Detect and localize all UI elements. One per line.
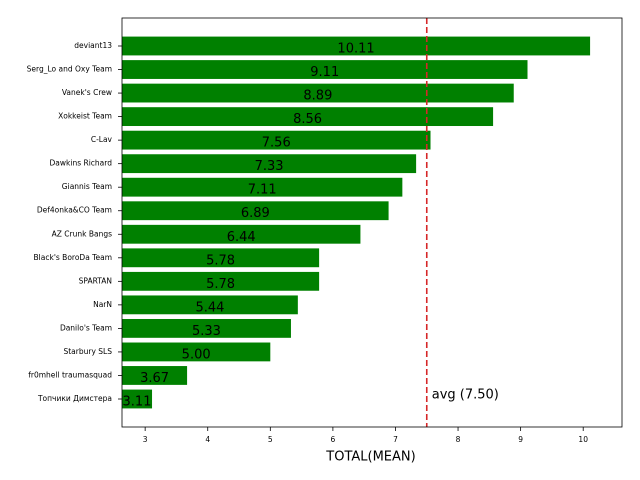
bar [122, 248, 320, 268]
x-tick-label: 9 [518, 435, 523, 444]
y-tick-label: Serg_Lo and Oxy Team [27, 65, 112, 74]
avg-label: avg (7.50) [432, 388, 499, 403]
value-label: 5.33 [192, 324, 221, 339]
y-tick-label: Топчики Димстера [37, 394, 112, 403]
y-tick-label: AZ Crunk Bangs [52, 229, 112, 238]
value-label: 7.11 [248, 183, 277, 198]
plot-frame [121, 17, 623, 428]
bar [122, 271, 320, 291]
bar [122, 83, 514, 103]
value-label: 8.56 [293, 112, 322, 127]
bar [122, 224, 361, 244]
y-tick-label: fr0mhell traumasquad [28, 370, 112, 379]
bar [122, 177, 403, 197]
value-label: 7.56 [262, 136, 291, 151]
y-tick-label: Dawkins Richard [50, 159, 113, 168]
y-tick-label: SPARTAN [79, 276, 112, 285]
y-tick-label: C-Lav [91, 135, 113, 144]
bar [122, 107, 494, 127]
y-tick-label: deviant13 [74, 41, 112, 50]
value-label: 10.11 [337, 42, 374, 57]
x-tick-label: 4 [205, 435, 210, 444]
value-label: 5.78 [206, 277, 235, 292]
bar [122, 295, 298, 315]
bar [122, 201, 389, 221]
bar [122, 342, 271, 362]
x-tick-label: 7 [393, 435, 398, 444]
y-tick-label: Black's BoroDa Team [34, 253, 112, 262]
x-tick-label: 8 [456, 435, 461, 444]
value-label: 5.00 [182, 347, 211, 362]
bar [122, 36, 591, 56]
x-tick-label: 3 [143, 435, 148, 444]
x-axis-label: TOTAL(MEAN) [325, 450, 415, 465]
y-tick-label: NarN [93, 300, 112, 309]
value-label: 9.11 [310, 65, 339, 80]
y-tick-label: Vanek's Crew [62, 88, 112, 97]
value-label: 7.33 [255, 159, 284, 174]
x-tick-label: 6 [330, 435, 335, 444]
y-tick-label: Danilo's Team [60, 323, 112, 332]
bar [122, 154, 417, 174]
value-label: 3.11 [123, 395, 152, 410]
bar [122, 366, 188, 385]
y-tick-label: Starbury SLS [63, 347, 112, 356]
x-tick-label: 5 [268, 435, 273, 444]
value-label: 8.89 [303, 89, 332, 104]
value-label: 5.44 [195, 300, 224, 315]
bar [122, 389, 153, 409]
y-tick-label: Xokkeist Team [58, 112, 112, 121]
y-tick-label: Giannis Team [62, 182, 112, 191]
value-label: 6.44 [227, 230, 256, 245]
bar [122, 130, 431, 150]
bar [122, 318, 291, 338]
value-label: 3.67 [140, 371, 169, 386]
value-label: 6.89 [241, 206, 270, 221]
y-tick-label: Def4onka&CO Team [37, 206, 112, 215]
value-label: 5.78 [206, 253, 235, 268]
x-tick-label: 10 [578, 435, 588, 444]
